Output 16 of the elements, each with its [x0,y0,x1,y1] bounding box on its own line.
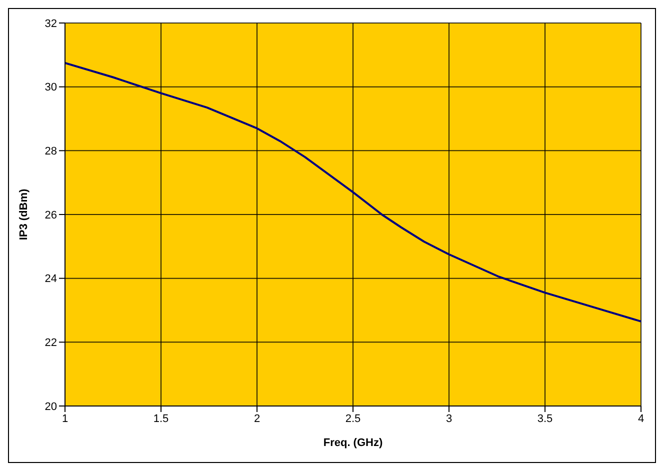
y-tick-label: 26 [44,209,57,222]
y-tick-label: 32 [44,18,57,30]
x-tick-label: 4 [638,412,644,425]
x-tick-label: 1.5 [153,412,169,425]
x-axis-title: Freq. (GHz) [323,437,383,449]
y-tick-label: 20 [44,400,57,413]
y-tick-label: 28 [44,146,57,158]
x-tick-label: 2 [254,412,260,425]
x-tick-label: 3.5 [537,412,553,425]
x-tick-label: 1 [62,412,68,425]
y-axis-title: IP3 (dBm) [18,188,30,240]
y-tick-label: 22 [44,337,57,350]
x-tick-label: 2.5 [345,412,361,425]
y-tick-label: 24 [44,273,57,286]
x-tick-label: 3 [446,412,452,425]
y-tick-label: 30 [44,82,57,94]
